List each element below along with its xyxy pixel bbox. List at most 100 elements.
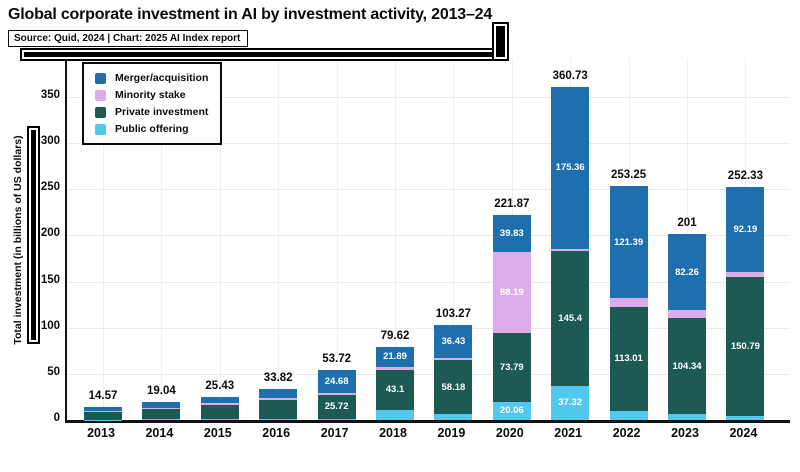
gridline-y-350: [67, 96, 790, 98]
segment-2022-private-investment: 113.01: [609, 306, 648, 412]
segment-2022-merger-acquisition: 121.39: [609, 186, 648, 299]
segment-2013-merger-acquisition: [84, 406, 122, 412]
segment-value-label: 58.18: [441, 381, 466, 393]
gridline-x-2013: [103, 58, 104, 420]
y-tick-label-0: 0: [53, 412, 60, 424]
x-tick-label-2021: 2021: [554, 426, 583, 440]
segment-2018-minority-stake: [376, 366, 414, 371]
bar-total-label-2022: 253.25: [611, 169, 647, 182]
y-tick-label-200: 200: [40, 227, 60, 240]
segment-2014-minority-stake: [142, 407, 181, 409]
legend-label: Merger/acquisition: [115, 72, 209, 84]
segment-value-label: 82.26: [675, 266, 699, 278]
x-tick-label-2022: 2022: [612, 426, 641, 440]
legend-item-public-offering: Public offering: [95, 123, 208, 135]
segment-value-label: 113.01: [614, 353, 643, 365]
bar-total-label-2018: 79.62: [380, 329, 410, 342]
bar-total-label-2016: 33.82: [263, 371, 293, 384]
segment-2021-minority-stake: [551, 248, 590, 252]
segment-2017-private-investment: 25.72: [317, 395, 356, 420]
segment-2015-minority-stake: [200, 403, 239, 406]
segment-value-label: 21.89: [383, 350, 407, 362]
gridline-x-2014: [161, 58, 163, 420]
bar-total-label-2023: 201: [677, 217, 697, 230]
y-tick-label-250: 250: [40, 181, 60, 194]
segment-2021-private-investment: 145.4: [551, 251, 590, 386]
bar-total-label-2021: 360.73: [552, 70, 588, 83]
segment-value-label: 121.39: [614, 236, 644, 248]
segment-2016-minority-stake: [259, 398, 298, 400]
segment-2020-minority-stake: 88.19: [492, 252, 531, 334]
gridline-y-50: [67, 373, 790, 375]
segment-value-label: 150.79: [730, 341, 760, 353]
gridline-x-2018: [395, 58, 396, 420]
gridline-y-100: [67, 327, 790, 329]
segment-value-label: 37.32: [558, 397, 583, 409]
segment-2023-minority-stake: [668, 310, 706, 319]
legend-item-minority-stake: Minority stake: [95, 89, 208, 101]
gridline-x-2017: [336, 58, 338, 420]
segment-2023-merger-acquisition: 82.26: [668, 234, 706, 311]
segment-2013-minority-stake: [84, 411, 122, 413]
source-credit: Source: Quid, 2024 | Chart: 2025 AI Inde…: [8, 30, 249, 47]
header-accent-bar-vertical: [492, 22, 509, 61]
segment-2017-public-offering: [317, 419, 356, 420]
segment-value-label: 145.4: [558, 312, 583, 324]
segment-2024-public-offering: [726, 416, 765, 420]
segment-2016-public-offering: [259, 418, 298, 420]
legend-swatch-icon: [95, 123, 106, 135]
x-tick-label-2016: 2016: [262, 426, 291, 440]
segment-2024-private-investment: 150.79: [726, 277, 765, 417]
x-tick-label-2020: 2020: [495, 426, 524, 440]
bar-total-label-2015: 25.43: [205, 379, 235, 392]
segment-value-label: 25.72: [324, 401, 349, 413]
segment-value-label: 43.1: [385, 384, 405, 396]
gridline-x-2016: [278, 58, 280, 420]
segment-2018-public-offering: [376, 409, 414, 420]
segment-value-label: 92.19: [733, 223, 758, 235]
segment-2015-public-offering: [200, 418, 239, 420]
gridline-y-150: [67, 281, 790, 283]
segment-value-label: 104.34: [672, 360, 702, 372]
bar-total-label-2014: 19.04: [147, 385, 176, 398]
segment-2018-private-investment: 43.1: [376, 370, 414, 410]
segment-2014-private-investment: [142, 408, 181, 420]
gridline-y-250: [67, 189, 790, 191]
y-tick-label-150: 150: [40, 273, 60, 286]
segment-2024-minority-stake: [726, 272, 765, 278]
segment-2022-minority-stake: [609, 298, 648, 307]
segment-2015-merger-acquisition: [200, 396, 239, 404]
gridline-y-300: [67, 143, 790, 145]
legend-label: Minority stake: [115, 89, 186, 101]
gridline-y-200: [67, 235, 790, 237]
segment-2023-private-investment: 104.34: [668, 318, 706, 415]
header-accent-bar-horizontal: [20, 48, 509, 61]
legend-item-merger-acquisition: Merger/acquisition: [95, 72, 208, 84]
x-tick-label-2019: 2019: [437, 426, 466, 440]
legend-swatch-icon: [95, 89, 106, 101]
legend-item-private-investment: Private investment: [95, 106, 208, 118]
y-tick-label-50: 50: [47, 365, 60, 378]
segment-2024-merger-acquisition: 92.19: [726, 187, 765, 273]
segment-2019-merger-acquisition: 36.43: [434, 324, 473, 359]
y-tick-label-300: 300: [40, 135, 60, 148]
segment-2015-private-investment: [200, 405, 239, 419]
bar-total-label-2017: 53.72: [322, 353, 351, 366]
segment-2023-public-offering: [668, 414, 706, 420]
legend: Merger/acquisition Minority stake Private …: [82, 62, 223, 145]
bar-total-label-2020: 221.87: [494, 198, 530, 211]
x-tick-label-2024: 2024: [729, 426, 758, 440]
segment-2014-public-offering: [142, 419, 181, 420]
x-tick-label-2023: 2023: [671, 426, 699, 440]
x-tick-label-2013: 2013: [87, 426, 115, 440]
segment-2020-merger-acquisition: 39.83: [492, 215, 531, 252]
gridline-x-2019: [453, 58, 455, 420]
segment-2017-merger-acquisition: 24.68: [317, 370, 356, 394]
y-tick-label-100: 100: [40, 319, 60, 332]
segment-2018-merger-acquisition: 21.89: [376, 346, 414, 367]
legend-swatch-icon: [95, 72, 106, 84]
segment-2019-private-investment: 58.18: [434, 360, 473, 415]
y-axis-title: Total investment (in billions of US doll…: [12, 135, 24, 345]
legend-label: Private investment: [115, 106, 209, 118]
segment-value-label: 88.19: [499, 286, 524, 298]
